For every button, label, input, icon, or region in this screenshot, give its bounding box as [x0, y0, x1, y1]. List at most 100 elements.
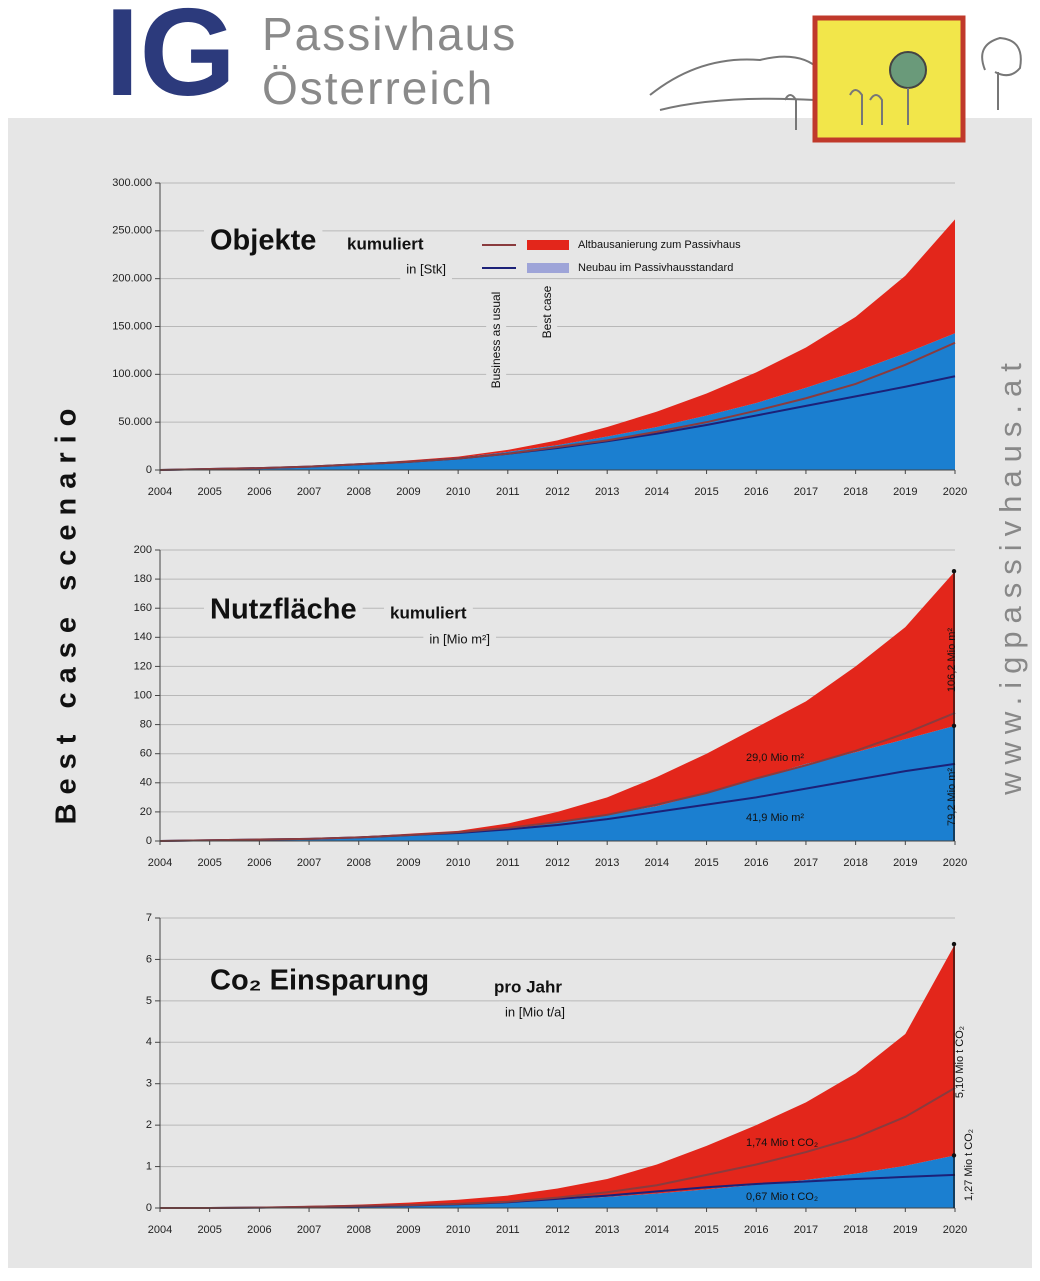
x-tick-label: 2017 — [794, 1224, 818, 1236]
x-tick-label: 2016 — [744, 486, 768, 498]
logo-line-1: Passivhaus — [262, 8, 517, 60]
x-tick-label: 2019 — [893, 486, 917, 498]
chart-unit: in [Mio m²] — [429, 631, 490, 646]
y-tick-label: 80 — [140, 719, 152, 731]
sketch-window — [812, 15, 966, 143]
label-backing — [204, 221, 323, 260]
legend-swatch — [527, 240, 569, 250]
x-tick-label: 2010 — [446, 857, 470, 869]
annotation: 1,27 Mio t CO₂ — [963, 1129, 975, 1201]
x-tick-label: 2012 — [545, 857, 569, 869]
y-tick-label: 1 — [146, 1160, 152, 1172]
x-tick-label: 2005 — [197, 857, 221, 869]
x-tick-label: 2004 — [148, 857, 172, 869]
y-tick-label: 140 — [134, 631, 152, 643]
area — [160, 725, 955, 841]
x-tick-label: 2018 — [843, 857, 867, 869]
x-tick-label: 2014 — [645, 1224, 669, 1236]
y-tick-label: 0 — [146, 464, 152, 476]
logo-sketch — [649, 15, 1022, 143]
legend-column: Best case — [540, 285, 554, 338]
y-tick-label: 50.000 — [118, 416, 152, 428]
y-tick-label: 250.000 — [112, 225, 152, 237]
legend-swatch — [527, 263, 569, 273]
label-backing — [204, 590, 363, 629]
x-tick-label: 2008 — [347, 1224, 371, 1236]
y-tick-label: 2 — [146, 1119, 152, 1131]
x-tick-label: 2019 — [893, 857, 917, 869]
x-tick-label: 2006 — [247, 486, 271, 498]
annotation: 0,67 Mio t CO₂ — [746, 1191, 818, 1203]
label-backing — [537, 279, 558, 345]
x-tick-label: 2019 — [893, 1224, 917, 1236]
legend-label: Altbausanierung zum Passivhaus — [578, 239, 741, 251]
sketch-line — [659, 97, 816, 111]
y-tick-label: 60 — [140, 748, 152, 760]
y-tick-label: 3 — [146, 1078, 152, 1090]
x-tick-label: 2005 — [197, 1224, 221, 1236]
arrow-head — [951, 941, 957, 947]
y-tick-label: 100.000 — [112, 368, 152, 380]
bau-line — [160, 1086, 956, 1209]
x-tick-label: 2011 — [496, 857, 520, 869]
y-tick-label: 5 — [146, 995, 152, 1007]
x-tick-label: 2007 — [297, 1224, 321, 1236]
x-tick-label: 2017 — [794, 857, 818, 869]
x-tick-label: 2020 — [943, 486, 967, 498]
x-tick-label: 2007 — [297, 857, 321, 869]
label-backing — [423, 628, 496, 650]
x-tick-label: 2008 — [347, 857, 371, 869]
legend-column: Business as usual — [489, 292, 503, 389]
x-tick-label: 2008 — [347, 486, 371, 498]
chart-subtitle: kumuliert — [347, 234, 424, 253]
x-tick-label: 2016 — [744, 1224, 768, 1236]
chart-title: Co₂ Einsparung — [210, 965, 429, 997]
x-tick-label: 2018 — [843, 1224, 867, 1236]
x-tick-label: 2020 — [943, 857, 967, 869]
y-tick-label: 40 — [140, 777, 152, 789]
label-backing — [400, 258, 452, 280]
sketch-figure — [784, 94, 797, 130]
chart-title: Nutzfläche — [210, 594, 357, 626]
area — [160, 1155, 955, 1208]
label-backing — [341, 231, 430, 257]
x-tick-label: 2009 — [396, 857, 420, 869]
area — [160, 333, 955, 470]
label-backing — [204, 961, 436, 1000]
x-tick-label: 2010 — [446, 1224, 470, 1236]
x-tick-label: 2014 — [645, 857, 669, 869]
x-tick-label: 2017 — [794, 486, 818, 498]
chart-subtitle: pro Jahr — [494, 977, 562, 996]
bau-line — [159, 341, 956, 471]
bau-line — [159, 712, 956, 842]
y-tick-label: 200.000 — [112, 273, 152, 285]
x-tick-label: 2015 — [694, 486, 718, 498]
annotation: 1,74 Mio t CO₂ — [746, 1137, 818, 1149]
x-tick-label: 2004 — [148, 1224, 172, 1236]
annotation: 41,9 Mio m² — [746, 812, 804, 824]
x-tick-label: 2011 — [496, 486, 520, 498]
x-tick-label: 2006 — [247, 1224, 271, 1236]
y-tick-label: 0 — [146, 835, 152, 847]
x-tick-label: 2009 — [396, 1224, 420, 1236]
chart-title: Objekte — [210, 225, 316, 257]
arrow-head — [951, 569, 957, 574]
x-tick-label: 2015 — [694, 857, 718, 869]
x-tick-label: 2018 — [843, 486, 867, 498]
label-backing — [488, 974, 569, 1000]
label-backing — [384, 600, 473, 626]
x-tick-label: 2013 — [595, 486, 619, 498]
x-tick-label: 2012 — [545, 486, 569, 498]
x-tick-label: 2007 — [297, 486, 321, 498]
sketch-tree-2 — [981, 36, 1022, 110]
x-tick-label: 2013 — [595, 857, 619, 869]
x-tick-label: 2015 — [694, 1224, 718, 1236]
x-tick-label: 2004 — [148, 486, 172, 498]
sketch-figures — [849, 88, 909, 125]
x-tick-label: 2010 — [446, 486, 470, 498]
label-backing — [499, 1001, 571, 1023]
x-tick-label: 2009 — [396, 486, 420, 498]
logo-line-2: Österreich — [262, 62, 494, 114]
area — [160, 944, 955, 1208]
